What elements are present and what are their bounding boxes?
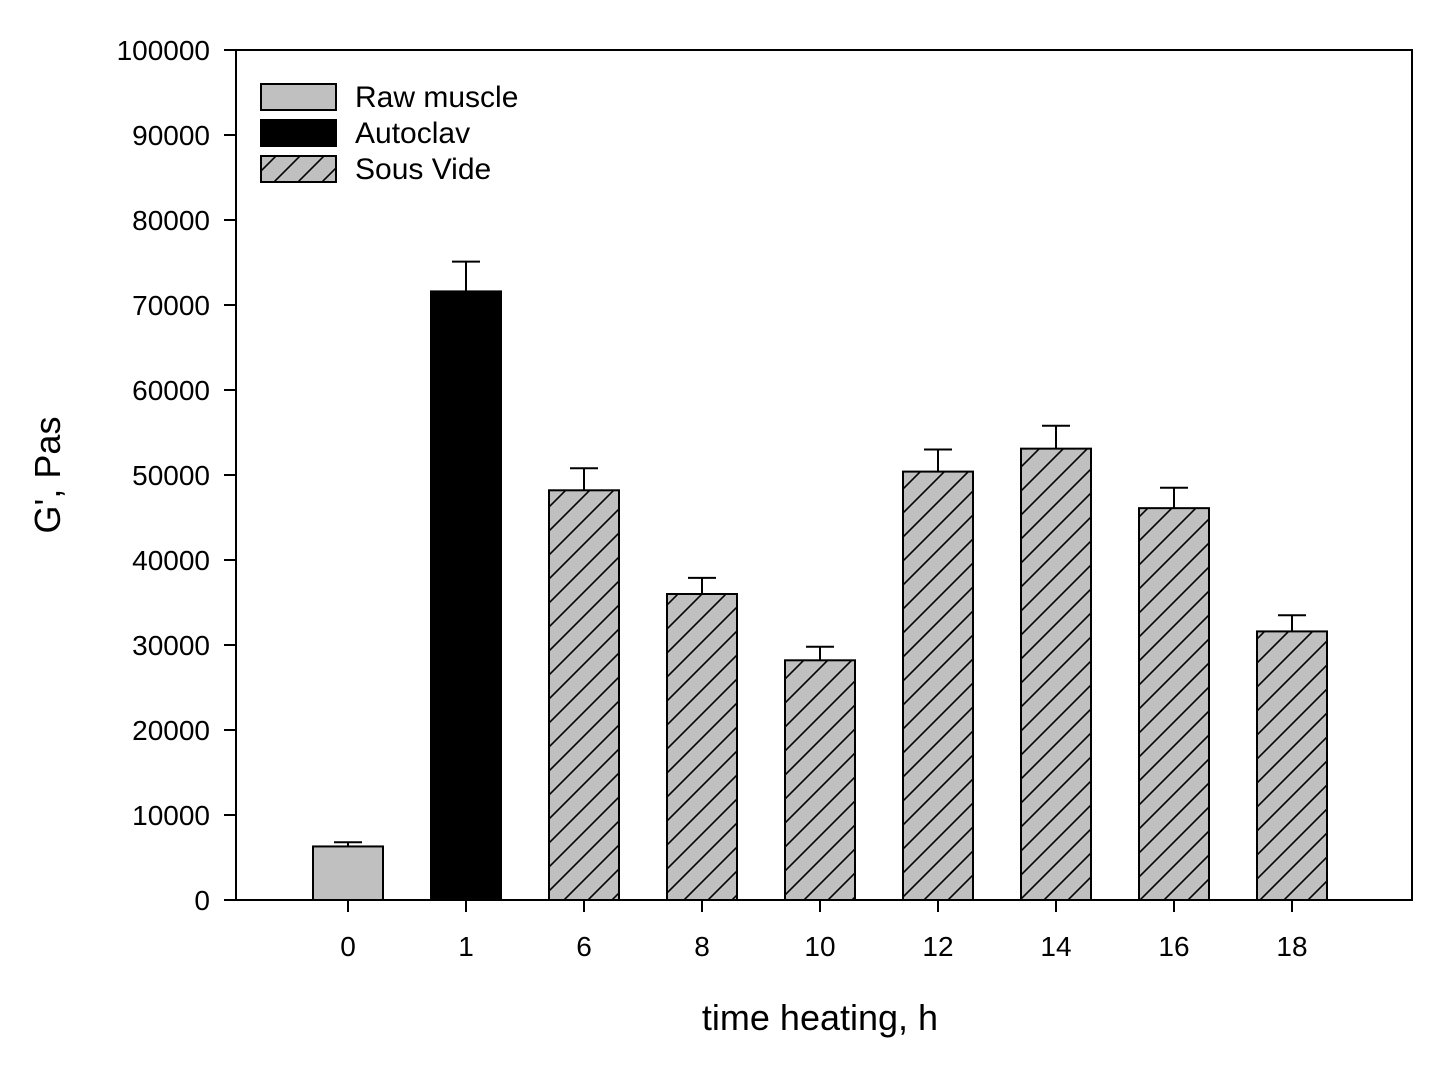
bar	[902, 470, 974, 901]
y-tick-label: 50000	[132, 460, 210, 491]
legend-swatch	[260, 83, 337, 111]
y-tick-label: 100000	[117, 35, 210, 66]
legend-label: Raw muscle	[355, 81, 518, 114]
bar	[666, 593, 738, 901]
y-tick-label: 10000	[132, 800, 210, 831]
x-tick-label: 1	[458, 931, 474, 962]
x-tick-label: 10	[804, 931, 835, 962]
y-tick-label: 90000	[132, 120, 210, 151]
bars-layer	[312, 260, 1328, 902]
bar	[784, 659, 856, 901]
x-tick-label: 8	[694, 931, 710, 962]
y-tick-label: 40000	[132, 545, 210, 576]
legend-swatch	[260, 155, 337, 183]
bar	[1138, 507, 1210, 901]
x-tick-label: 18	[1276, 931, 1307, 962]
y-tick-label: 60000	[132, 375, 210, 406]
x-axis-title: time heating, h	[702, 997, 938, 1038]
x-tick-label: 6	[576, 931, 592, 962]
y-tick-label: 20000	[132, 715, 210, 746]
y-tick-label: 30000	[132, 630, 210, 661]
x-tick-label: 16	[1158, 931, 1189, 962]
bar	[430, 290, 502, 901]
bar	[1020, 447, 1092, 901]
y-axis-title: G', Pas	[27, 417, 68, 534]
axes-layer: 0 10000 20000 30000 40000 50000 60000 70000 8000…	[117, 35, 1413, 962]
bar	[548, 489, 620, 901]
bar	[1256, 630, 1328, 902]
y-tick-label: 70000	[132, 290, 210, 321]
y-tick-label: 80000	[132, 205, 210, 236]
legend-label: Sous Vide	[355, 153, 491, 186]
legend-label: Autoclav	[355, 117, 470, 150]
x-tick-label: 0	[340, 931, 356, 962]
x-tick-label: 12	[922, 931, 953, 962]
x-tick-label: 14	[1040, 931, 1071, 962]
legend-swatch	[260, 119, 337, 147]
bar	[312, 845, 384, 902]
y-tick-label: 0	[194, 885, 210, 916]
